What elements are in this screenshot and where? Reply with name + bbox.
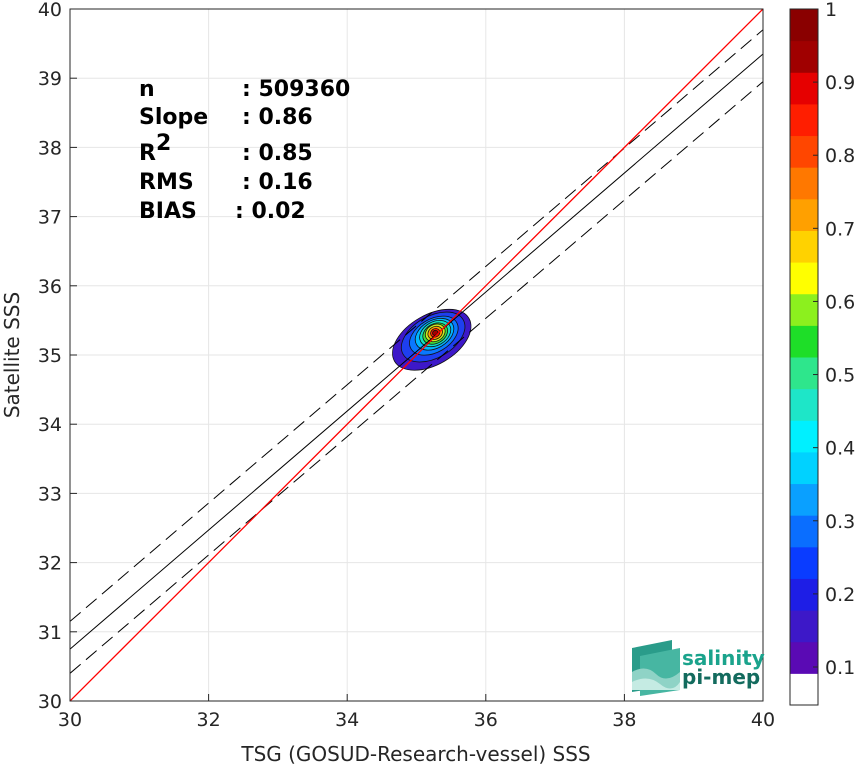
colorbar-segment	[790, 610, 818, 643]
x-tick-label: 38	[612, 709, 636, 731]
y-tick-label: 35	[38, 345, 62, 367]
y-axis-label: Satellite SSS	[0, 292, 24, 418]
one-to-one-line	[70, 9, 763, 701]
x-tick-label: 32	[197, 709, 221, 731]
x-tick-label: 30	[58, 709, 82, 731]
colorbar-segment	[790, 578, 818, 611]
y-axis-ticks: 30 31 32 33 34 35 36 37 38 39 40	[38, 0, 77, 713]
colorbar-segment	[790, 641, 818, 674]
regression-line	[70, 53, 763, 650]
colorbar-segment	[790, 357, 818, 390]
colorbar-segment	[790, 546, 818, 579]
colorbar-tick-label: 0.7	[825, 218, 855, 240]
y-tick-label: 39	[38, 68, 62, 90]
rms-bound-line-1	[70, 29, 763, 622]
x-tick-label: 36	[474, 709, 498, 731]
colorbar-segment	[790, 483, 818, 516]
stats-box: n : 509360 Slope : 0.86 R 2 : 0.85 RMS : 0.16 BIA…	[139, 77, 350, 224]
colorbar-segment	[790, 420, 818, 453]
y-tick-label: 36	[38, 276, 62, 298]
colorbar-segment	[790, 451, 818, 485]
x-axis-ticks: 30 32 34 36 38 40	[58, 694, 775, 731]
colorbar-segment	[790, 9, 818, 42]
colorbar-tick-label: 0.1	[825, 657, 855, 679]
colorbar: 0.1 0.2 0.3 0.4 0.5 0.6 0.7 0.8 0.9 1	[789, 0, 855, 706]
colorbar-segment	[790, 230, 818, 263]
stat-value-bias: : 0.02	[235, 199, 306, 224]
colorbar-segment	[790, 103, 818, 137]
colorbar-segment	[790, 325, 818, 358]
colorbar-tick-label: 0.9	[825, 72, 855, 94]
colorbar-frame	[789, 8, 819, 706]
colorbar-tick-label: 0.2	[825, 584, 855, 606]
fit-lines	[70, 9, 763, 701]
stat-key-slope: Slope	[139, 105, 208, 130]
colorbar-segment	[790, 388, 818, 421]
colorbar-segment	[790, 262, 818, 295]
colorbar-tick-label: 0.5	[825, 365, 855, 387]
stat-value-n: : 509360	[242, 77, 350, 102]
rms-bound-line-2	[70, 81, 763, 674]
colorbar-segment	[790, 167, 818, 200]
colorbar-tick-label: 0.6	[825, 291, 855, 313]
colorbar-tick-label: 0.3	[825, 511, 855, 533]
colorbar-tick-label: 1	[825, 0, 837, 21]
colorbar-segment	[790, 293, 818, 326]
colorbar-segment	[790, 673, 818, 706]
wave-logo-icon	[632, 640, 680, 696]
colorbar-tick-label: 0.4	[825, 438, 855, 460]
y-tick-label: 34	[38, 414, 62, 436]
y-tick-label: 32	[38, 553, 62, 575]
stat-value-rms: : 0.16	[242, 170, 313, 195]
stat-value-r: : 0.85	[242, 141, 313, 166]
x-axis-label: TSG (GOSUD-Research-vessel) SSS	[240, 742, 590, 766]
y-tick-label: 31	[38, 622, 62, 644]
colorbar-segment	[790, 40, 818, 73]
y-tick-label: 37	[38, 207, 62, 229]
x-tick-label: 34	[335, 709, 359, 731]
colorbar-segment	[790, 515, 818, 548]
x-tick-label: 40	[751, 709, 775, 731]
stat-key-rms: RMS	[139, 170, 194, 195]
logo-text-line1: salinity	[682, 646, 765, 670]
y-tick-label: 30	[38, 691, 62, 713]
y-tick-label: 38	[38, 137, 62, 159]
y-tick-label: 33	[38, 483, 62, 505]
colorbar-segment	[790, 198, 818, 231]
stat-key-superscript: 2	[156, 131, 171, 156]
colorbar-segment	[790, 135, 818, 168]
stat-key-r: R	[139, 141, 156, 166]
y-tick-label: 40	[38, 0, 62, 21]
grid-lines	[69, 8, 764, 702]
stat-key-n: n	[139, 77, 155, 102]
stat-value-slope: : 0.86	[242, 105, 313, 130]
salinity-pimep-logo: salinity pi-mep	[632, 640, 765, 696]
logo-text-line2: pi-mep	[682, 665, 760, 689]
stat-key-bias: BIAS	[139, 199, 197, 224]
colorbar-tick-label: 0.8	[825, 145, 855, 167]
colorbar-segment	[790, 72, 818, 105]
